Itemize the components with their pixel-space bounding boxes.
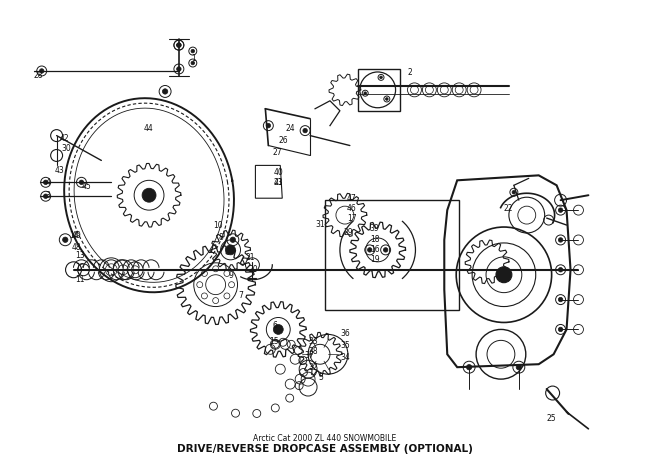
Circle shape xyxy=(303,128,307,133)
Circle shape xyxy=(62,237,68,242)
Circle shape xyxy=(384,248,388,252)
Text: 24: 24 xyxy=(285,124,295,133)
Text: 29: 29 xyxy=(344,227,354,237)
Circle shape xyxy=(191,61,194,65)
Text: 15: 15 xyxy=(269,337,279,346)
Text: 45: 45 xyxy=(81,182,91,191)
Text: 20: 20 xyxy=(248,265,258,274)
Text: 42: 42 xyxy=(60,134,69,143)
Circle shape xyxy=(385,98,388,100)
Text: DRIVE/REVERSE DROPCASE ASSEMBLY (OPTIONAL): DRIVE/REVERSE DROPCASE ASSEMBLY (OPTIONA… xyxy=(177,444,473,454)
Text: 32: 32 xyxy=(308,363,318,372)
Circle shape xyxy=(177,67,181,71)
Circle shape xyxy=(226,245,235,255)
Text: 35: 35 xyxy=(340,341,350,350)
Text: 9: 9 xyxy=(229,271,233,280)
Circle shape xyxy=(516,365,521,370)
Circle shape xyxy=(364,92,367,94)
Text: 4: 4 xyxy=(46,178,51,187)
Text: 33: 33 xyxy=(308,337,318,346)
Circle shape xyxy=(79,180,84,185)
Text: 17: 17 xyxy=(347,213,356,223)
Circle shape xyxy=(496,267,512,283)
Circle shape xyxy=(44,194,48,199)
Circle shape xyxy=(558,238,563,242)
Text: 19: 19 xyxy=(370,255,380,264)
Circle shape xyxy=(273,325,283,334)
Text: 12: 12 xyxy=(75,263,85,272)
Text: 47: 47 xyxy=(347,194,357,203)
Text: 30: 30 xyxy=(62,144,72,153)
Circle shape xyxy=(558,208,563,213)
Text: 21: 21 xyxy=(246,253,255,262)
Text: 7: 7 xyxy=(239,291,243,300)
Text: 31: 31 xyxy=(315,219,325,229)
Circle shape xyxy=(230,237,235,242)
Circle shape xyxy=(558,327,563,332)
Text: 16: 16 xyxy=(370,246,380,254)
Text: 37: 37 xyxy=(304,351,314,360)
Text: 2: 2 xyxy=(408,68,412,78)
Circle shape xyxy=(558,297,563,302)
Text: 18: 18 xyxy=(370,235,379,245)
Text: 43: 43 xyxy=(55,166,64,175)
Circle shape xyxy=(367,248,372,252)
Circle shape xyxy=(380,76,382,79)
Text: 44: 44 xyxy=(144,124,154,133)
Circle shape xyxy=(512,191,515,194)
Text: 13: 13 xyxy=(75,252,85,260)
Text: 49: 49 xyxy=(72,232,81,240)
Text: 25: 25 xyxy=(547,414,556,423)
Circle shape xyxy=(467,365,472,370)
Text: 26: 26 xyxy=(278,136,288,145)
Text: 23: 23 xyxy=(273,178,283,187)
Text: 8: 8 xyxy=(218,233,224,242)
Text: 36: 36 xyxy=(340,329,350,338)
Text: 27: 27 xyxy=(272,148,282,157)
Text: 3: 3 xyxy=(46,191,51,200)
Circle shape xyxy=(177,43,181,47)
Text: 5: 5 xyxy=(318,372,323,382)
Text: 40: 40 xyxy=(273,168,283,177)
Text: 39: 39 xyxy=(370,224,380,232)
Text: 28: 28 xyxy=(34,72,44,80)
Circle shape xyxy=(266,123,270,128)
Text: 14: 14 xyxy=(70,232,79,240)
Text: 38: 38 xyxy=(308,347,318,356)
Text: Arctic Cat 2000 ZL 440 SNOWMOBILE: Arctic Cat 2000 ZL 440 SNOWMOBILE xyxy=(254,434,396,443)
Circle shape xyxy=(162,89,168,94)
Circle shape xyxy=(558,267,563,272)
Circle shape xyxy=(177,43,181,47)
Circle shape xyxy=(40,69,44,73)
Text: 6: 6 xyxy=(272,321,277,330)
Text: 34: 34 xyxy=(340,353,350,362)
Text: 41: 41 xyxy=(273,178,283,187)
Text: 48: 48 xyxy=(72,243,81,252)
Text: 11: 11 xyxy=(75,275,85,284)
Circle shape xyxy=(191,49,194,53)
Text: 22: 22 xyxy=(504,204,514,213)
Text: 10: 10 xyxy=(214,220,224,230)
Circle shape xyxy=(44,180,48,185)
Circle shape xyxy=(142,188,156,202)
Text: 46: 46 xyxy=(347,204,357,213)
Text: 1: 1 xyxy=(191,53,196,63)
